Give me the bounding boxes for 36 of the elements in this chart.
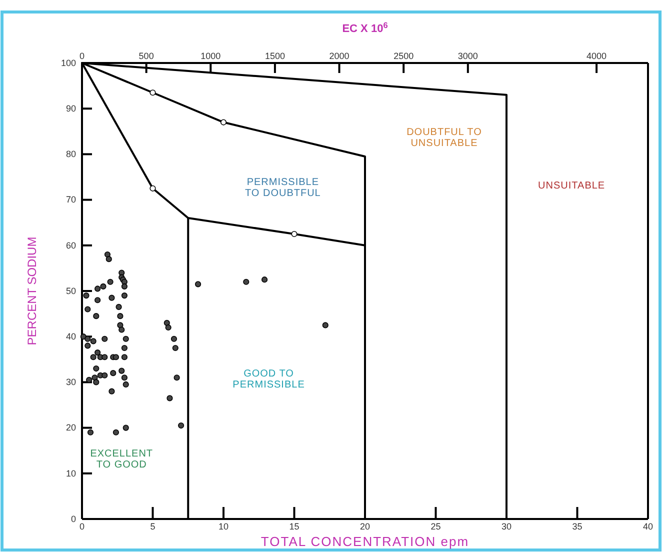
x-tick-label: 10 [218, 521, 229, 532]
x2-tick-label: 2500 [394, 51, 414, 61]
y-tick-label: 50 [66, 286, 76, 296]
x2-tick-label: 0 [79, 51, 85, 61]
y-tick-label: 10 [66, 468, 76, 478]
x-tick-label: 40 [642, 521, 654, 532]
x2-tick-label: 2000 [329, 51, 350, 61]
y-tick-label: 70 [66, 194, 76, 205]
x2-tick-label: 4000 [586, 51, 607, 61]
x2-tick-label: 1000 [200, 51, 221, 61]
x2-tick-label: 3000 [458, 51, 478, 61]
x-tick-label: 35 [572, 521, 582, 532]
y-tick-label: 60 [66, 240, 76, 250]
y-tick-label: 80 [66, 149, 76, 160]
x2-axis-title: EC X 10$^{6}$ [342, 20, 388, 35]
x2-tick-label: 1500 [264, 51, 285, 61]
x-tick-label: 30 [501, 521, 512, 532]
y-tick-label: 20 [66, 422, 76, 433]
x-tick-label: 5 [150, 521, 156, 532]
y-axis-title: PERCENT SODIUM [25, 236, 39, 346]
x-tick-label: 20 [360, 521, 370, 532]
y-tick-label: 100 [60, 58, 76, 68]
x2-tick-label: 500 [138, 51, 154, 61]
annotation: PERMISSIBLE TO DOUBTFUL [244, 177, 321, 200]
x-axis-title: TOTAL CONCENTRATION epm [260, 534, 470, 549]
x-tick-label: 0 [79, 521, 85, 532]
y-tick-label: 40 [66, 331, 76, 342]
y-tick-label: 30 [66, 377, 76, 388]
x-tick-label: 25 [430, 521, 441, 532]
y-tick-label: 90 [66, 103, 76, 114]
y-tick-label: 0 [70, 514, 76, 524]
annotation: DOUBTFUL TO UNSUITABLE [406, 127, 482, 150]
annotation: EXCELLENT TO GOOD [90, 448, 154, 470]
annotation: UNSUITABLE [538, 180, 606, 192]
x-tick-label: 15 [289, 521, 300, 532]
annotation: GOOD TO PERMISSIBLE [232, 368, 305, 391]
